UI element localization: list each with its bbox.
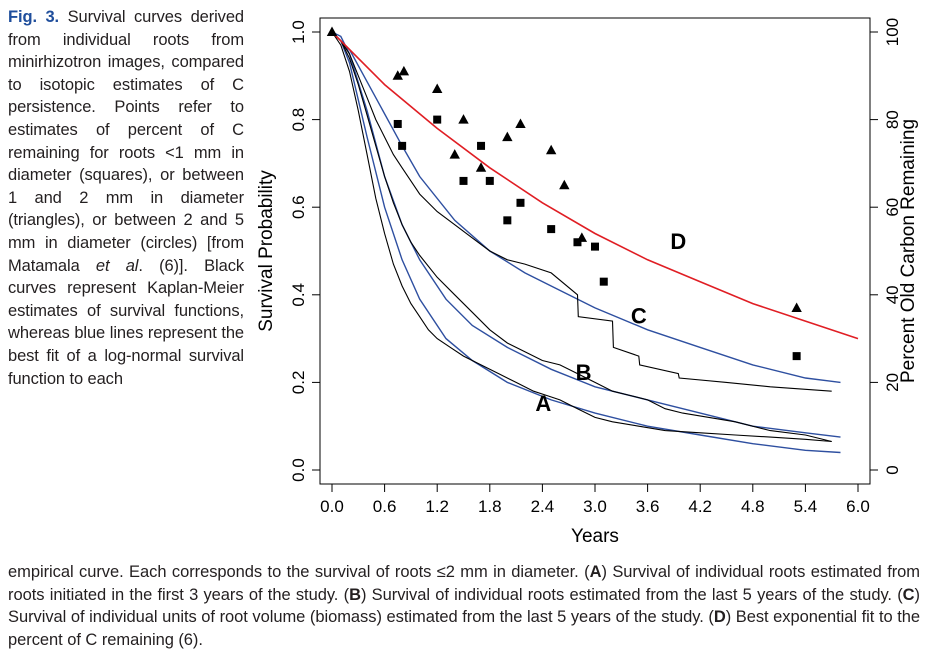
x-tick-label: 0.6 <box>373 497 397 516</box>
exponential-fit-d <box>331 31 859 340</box>
y2-tick-label: 100 <box>883 18 902 46</box>
lognormal-fit-c <box>331 31 841 384</box>
square-point <box>792 352 801 361</box>
triangle-point <box>791 302 802 312</box>
square-point <box>591 242 599 251</box>
triangle-point <box>449 149 460 159</box>
x-tick-label: 5.4 <box>794 497 818 516</box>
caption-panel-c: C <box>902 585 915 604</box>
plot-frame <box>319 17 871 485</box>
y2-tick-label: 60 <box>883 198 902 217</box>
y-tick-label: 0.2 <box>289 371 308 395</box>
y-tick-label: 0.6 <box>289 195 308 219</box>
square-point <box>433 115 442 124</box>
square-point <box>393 119 402 128</box>
triangle-point <box>515 118 526 128</box>
caption-bottom-text-1: empirical curve. Each corresponds to the… <box>8 563 590 581</box>
x-tick-label: 6.0 <box>846 497 870 516</box>
triangle-point <box>576 232 588 242</box>
square-point <box>459 176 468 185</box>
triangle-point <box>458 114 469 124</box>
caption-side: Fig. 3. Survival curves derived from ind… <box>8 6 244 390</box>
square-point <box>573 238 582 247</box>
y-tick-label: 0.0 <box>289 458 308 482</box>
caption-panel-d: D <box>713 608 726 627</box>
curve-label-b: B <box>576 360 592 385</box>
triangle-point <box>432 83 443 93</box>
square-point <box>599 277 608 286</box>
curve-label-c: C <box>631 303 647 328</box>
x-tick-label: 4.8 <box>741 497 765 516</box>
caption-bottom-text-2: ) Survival of individual roots estimated… <box>8 563 921 604</box>
square-point <box>398 141 407 150</box>
triangle-point <box>392 70 403 80</box>
x-tick-label: 3.6 <box>636 497 660 516</box>
triangle-point <box>502 131 513 142</box>
caption-panel-a: A <box>589 563 602 581</box>
x-tick-label: 1.2 <box>425 497 449 516</box>
caption-panel-b: B <box>349 585 361 604</box>
caption-bottom: empirical curve. Each corresponds to the… <box>8 561 920 651</box>
triangle-point <box>559 179 570 190</box>
caption-side-text-1: Survival curves derived from individual … <box>8 8 244 275</box>
square-point <box>477 141 486 150</box>
caption-bottom-text-3: ) Survival of individual roots estimated… <box>360 585 903 604</box>
x-tick-label: 1.8 <box>478 497 502 516</box>
x-tick-label: 4.2 <box>688 497 712 516</box>
curve-label-a: A <box>535 391 551 416</box>
caption-bottom-text-5: ) Best exponential fit to the percent of… <box>8 608 921 649</box>
triangle-point <box>545 144 557 155</box>
square-point <box>503 216 512 225</box>
y2-tick-label: 80 <box>883 110 902 129</box>
y2-tick-label: 20 <box>883 373 902 392</box>
y2-tick-label: 40 <box>883 285 902 304</box>
x-tick-label: 2.4 <box>531 497 555 516</box>
kaplan-meier-curve-b <box>331 31 832 443</box>
y-tick-label: 0.4 <box>289 283 308 307</box>
figure-label: Fig. 3. <box>8 8 60 26</box>
triangle-point <box>398 65 410 76</box>
survival-chart: 0.0 0.6 1.2 1.8 2.4 3.0 3.6 4.2 4.8 5.4 6.0 0.0 0.2 0… <box>256 17 919 547</box>
caption-bottom-text-4: ) Survival of individual units of root v… <box>8 585 920 627</box>
x-tick-label: 0.0 <box>320 497 344 516</box>
x-axis-title: Years <box>571 526 619 547</box>
caption-side-text-2: . (6)]. Black curves represent Kaplan-Me… <box>8 256 244 388</box>
x-tick-label: 3.0 <box>583 497 607 516</box>
y-tick-label: 0.8 <box>289 108 308 132</box>
kaplan-meier-curve-a <box>331 31 832 443</box>
caption-citation-etal: et al <box>95 256 139 275</box>
lognormal-fit-a <box>331 31 841 454</box>
y2-tick-label: 0 <box>883 465 902 474</box>
y-tick-label: 1.0 <box>289 20 308 44</box>
triangle-point <box>475 162 487 172</box>
y-axis-title: Survival Probability <box>256 170 277 332</box>
y2-axis-title: Percent Old Carbon Remaining <box>898 119 919 383</box>
lognormal-fit-b <box>331 31 841 438</box>
kaplan-meier-curve-c <box>331 31 832 392</box>
triangle-point <box>326 26 338 36</box>
square-point <box>547 225 556 234</box>
square-point <box>485 176 494 185</box>
curve-label-d: D <box>670 229 686 254</box>
square-point <box>516 198 525 207</box>
